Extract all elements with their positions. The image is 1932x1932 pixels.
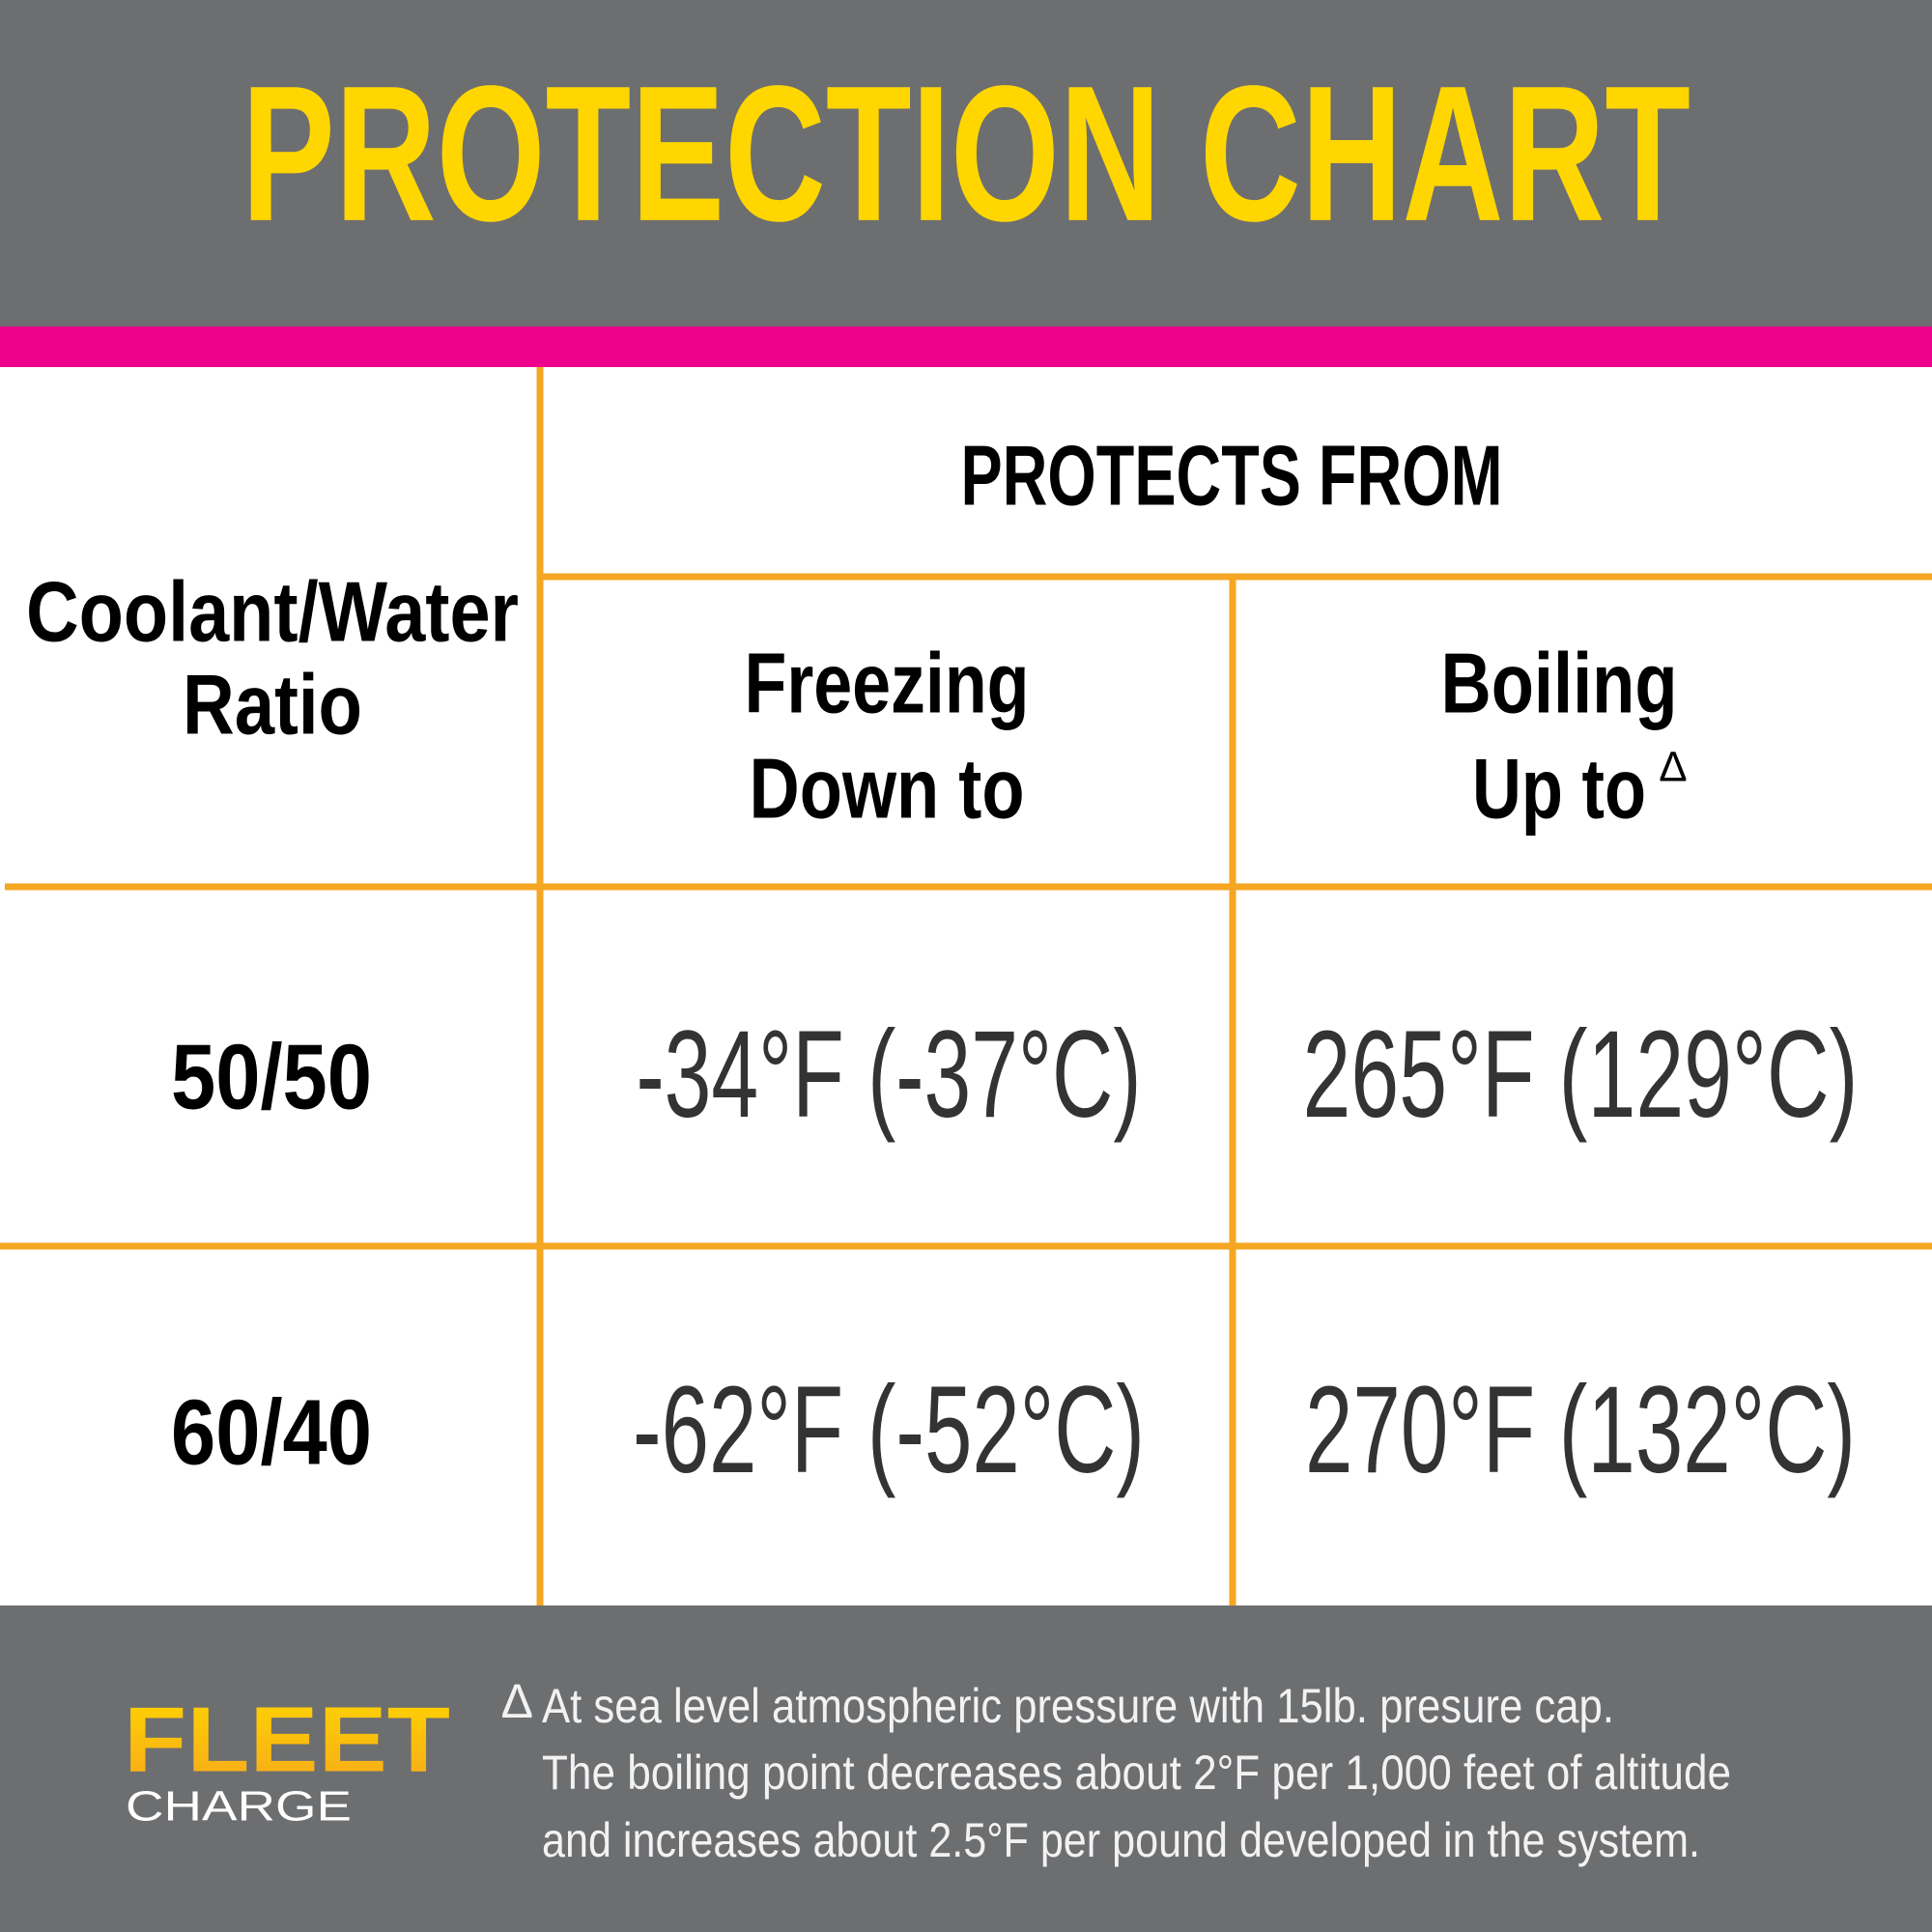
ratio: 50/50 [171, 1025, 372, 1128]
logo-text: CHARGE [126, 1783, 352, 1831]
footnote: The boiling point decreases about 2°F pe… [542, 1746, 1731, 1800]
footer-band [0, 1605, 1932, 1932]
column-header: Boiling [1441, 635, 1678, 730]
title: PROTECTION CHART [242, 46, 1690, 262]
footnote-marker: ∆ [1661, 744, 1687, 791]
footnote-marker: ∆ [502, 1674, 532, 1728]
footnote: At sea level atmospheric pressure with 1… [542, 1679, 1614, 1733]
column-header: Freezing [745, 635, 1030, 730]
column-header: Coolant/Water [26, 563, 519, 659]
freezing-value: -34°F (-37°C) [637, 1006, 1142, 1144]
boiling-value: 265°F (129°C) [1303, 1006, 1859, 1144]
ratio: 60/40 [171, 1380, 372, 1484]
header-band [0, 0, 1932, 327]
accent-band [0, 327, 1932, 367]
column-header: Down to [750, 740, 1025, 836]
column-header: Ratio [183, 656, 362, 752]
boiling-value: 270°F (132°C) [1305, 1361, 1856, 1499]
column-header: Up to [1472, 740, 1646, 836]
freezing-value: -62°F (-52°C) [633, 1361, 1145, 1499]
group-header: PROTECTS FROM [961, 427, 1503, 523]
logo-text: FLEET [124, 1688, 450, 1791]
footnote: and increases about 2.5°F per pound deve… [542, 1813, 1700, 1867]
